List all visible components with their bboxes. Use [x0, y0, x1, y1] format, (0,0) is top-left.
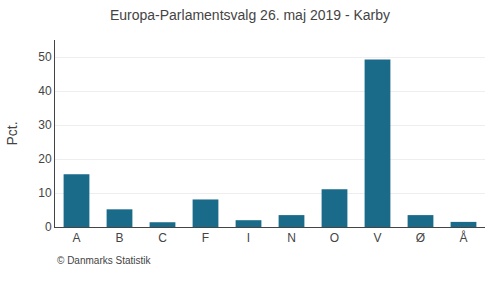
svg-text:V: V — [373, 231, 381, 245]
svg-text:10: 10 — [38, 186, 52, 200]
svg-text:O: O — [330, 231, 339, 245]
svg-text:Ø: Ø — [416, 231, 425, 245]
svg-text:C: C — [158, 231, 167, 245]
svg-text:Å: Å — [459, 230, 467, 245]
svg-text:30: 30 — [38, 118, 52, 132]
svg-text:A: A — [72, 231, 80, 245]
svg-text:40: 40 — [38, 84, 52, 98]
svg-text:0: 0 — [45, 220, 52, 234]
svg-text:F: F — [202, 231, 209, 245]
svg-text:50: 50 — [38, 50, 52, 64]
svg-text:Europa-Parlamentsvalg 26. maj: Europa-Parlamentsvalg 26. maj 2019 - Kar… — [110, 7, 390, 23]
svg-text:B: B — [115, 231, 123, 245]
svg-text:20: 20 — [38, 152, 52, 166]
svg-text:I: I — [247, 231, 250, 245]
svg-text:N: N — [287, 231, 296, 245]
svg-text:Pct.: Pct. — [4, 121, 20, 145]
svg-text:© Danmarks Statistik: © Danmarks Statistik — [57, 255, 152, 266]
